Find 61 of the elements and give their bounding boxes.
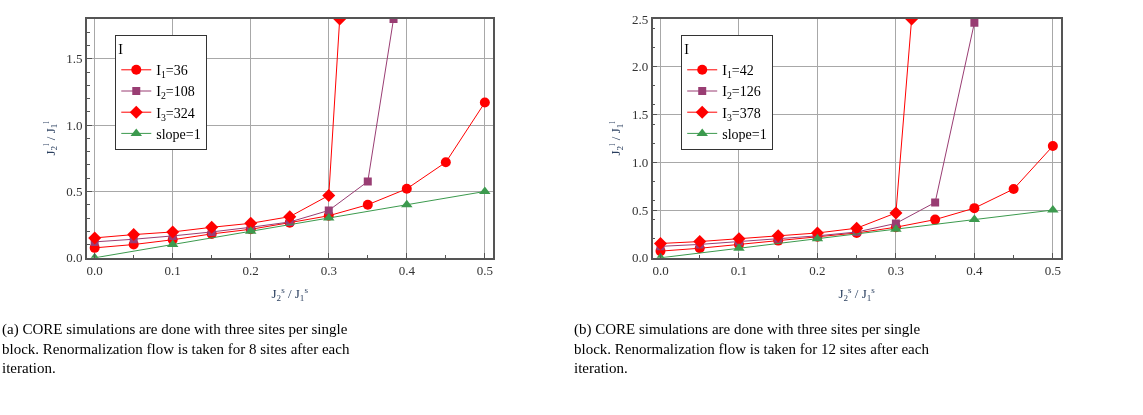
point: [363, 177, 372, 186]
legend-label: I$_{2}$=126: [722, 84, 761, 102]
y-tick-label: 1.5: [632, 107, 649, 123]
x-tick-label: 0.2: [809, 263, 826, 279]
point: [850, 221, 864, 235]
point: [891, 219, 900, 228]
x-tick-label: 0.0: [86, 263, 103, 279]
point: [889, 206, 903, 220]
y-tick-label: 0.5: [66, 184, 83, 200]
x-tick-label: 0.0: [652, 263, 669, 279]
point: [479, 97, 490, 108]
legend-label: I$_{1}$=36: [156, 63, 188, 81]
x-tick-label: 0.5: [476, 263, 493, 279]
y-tick-label: 1.0: [632, 154, 649, 170]
x-tick-label: 0.5: [1044, 263, 1061, 279]
legend-title: I: [684, 42, 690, 58]
point: [931, 198, 940, 207]
point: [930, 214, 941, 225]
x-tick-label: 0.2: [242, 263, 259, 279]
point: [324, 206, 333, 215]
x-tick-label: 0.4: [398, 263, 416, 279]
point: [1047, 141, 1058, 152]
y-tick-label: 2.5: [632, 11, 649, 27]
x-tick-label: 0.3: [887, 263, 905, 279]
x-tick-label: 0.1: [730, 263, 748, 279]
x-tick-label: 0.4: [966, 263, 984, 279]
y-tick-label: 1.0: [66, 117, 83, 133]
legend-label: I$_{1}$=42: [722, 63, 754, 81]
legend-label: I$_{3}$=378: [722, 105, 761, 123]
y-tick-label: 0.0: [632, 250, 649, 266]
point: [244, 216, 258, 230]
y-tick-label: 1.5: [66, 51, 83, 67]
point: [362, 199, 373, 210]
point: [401, 199, 413, 208]
text: (b) CORE simulations are done with three sites per single block. Renormalization flow is taken for 12 sites after each iteration.: [574, 321, 930, 376]
x-tick-label: 0.3: [320, 263, 337, 279]
y-tick-label: 0.5: [632, 202, 649, 218]
point: [654, 236, 667, 250]
legend-label: I$_{3}$=324: [156, 105, 195, 123]
point: [127, 228, 141, 242]
y-tick-label: 0.0: [66, 250, 83, 266]
point: [1008, 184, 1019, 195]
point: [440, 157, 451, 168]
legend-label: slope=1: [156, 126, 201, 142]
text: (a) CORE simulations are done with three sites per single block. Renormalization flow is taken for 8 sites after each iteration.: [2, 321, 350, 376]
point: [205, 220, 219, 234]
point: [283, 210, 297, 224]
point: [970, 19, 979, 27]
legend-label: slope=1: [722, 126, 767, 142]
point: [401, 183, 412, 194]
point: [88, 231, 102, 245]
point: [166, 225, 180, 239]
x-tick-label: 0.1: [164, 263, 181, 279]
point: [771, 229, 785, 243]
point: [732, 232, 746, 246]
point: [969, 203, 980, 214]
y-tick-label: 2.0: [632, 59, 649, 75]
point: [693, 235, 707, 249]
point: [322, 188, 336, 202]
legend-title: I: [118, 42, 124, 58]
legend-label: I$_{2}$=108: [156, 84, 195, 102]
